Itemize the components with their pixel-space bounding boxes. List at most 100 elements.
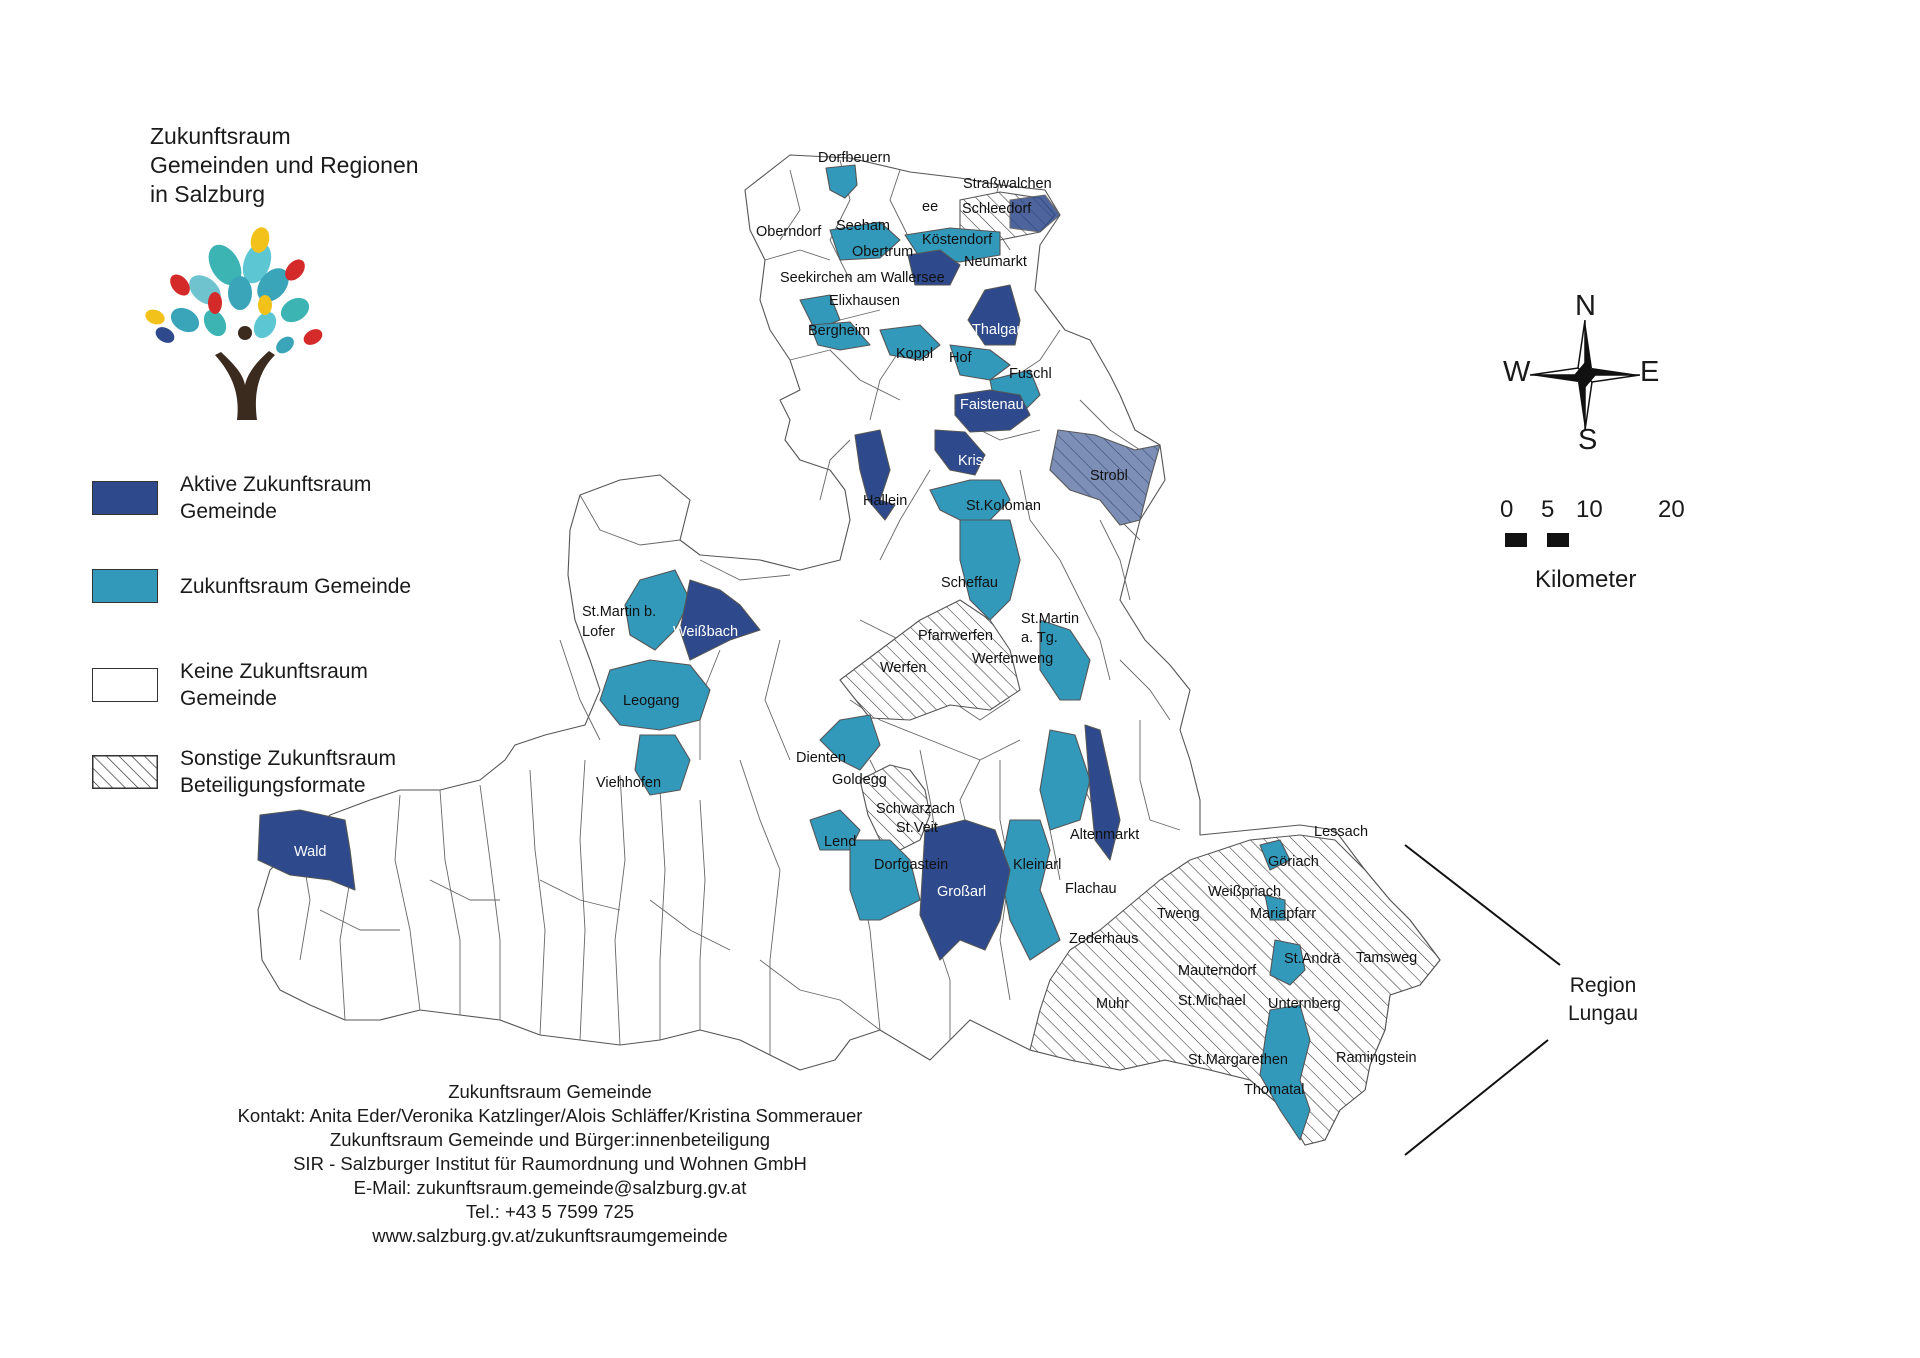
label-hof: Hof (949, 350, 973, 366)
label-thomatal: Thomatal (1244, 1082, 1304, 1098)
title-line-2: Gemeinden und Regionen (150, 152, 419, 178)
region-lungau-label: Region Lungau (1563, 972, 1643, 1028)
label-neumarkt: Neumarkt (964, 254, 1027, 270)
title-line-3: in Salzburg (150, 181, 266, 207)
label-schwarzach: Schwarzach (876, 801, 955, 817)
region-lungau-hatched (1029, 834, 1441, 1146)
contact-phone: Tel.: +43 5 7599 725 (465, 1201, 635, 1222)
label-seeham: Seeham (836, 218, 890, 234)
label-faistenau: Faistenau (960, 397, 1024, 413)
label-fuschl: Fuschl (1009, 366, 1052, 382)
label-dorfgastein: Dorfgastein (874, 857, 948, 873)
compass-east: E (1640, 356, 1660, 388)
member-municipalities (599, 164, 1311, 1141)
label-werfenweng: Werfenweng (972, 651, 1053, 667)
label-seekirchen: Seekirchen am Wallersee (780, 270, 945, 286)
label-scheffau: Scheffau (941, 575, 998, 591)
label-koestendorf: Köstendorf (922, 232, 993, 248)
region-lungau-line: Lungau (1567, 1002, 1639, 1025)
label-zederhaus: Zederhaus (1069, 931, 1138, 947)
contact-email: E-Mail: zukunftsraum.gemeinde@salzburg.g… (353, 1177, 747, 1198)
contact-line-1: Zukunftsraum Gemeinde (448, 1081, 652, 1102)
legend-label-line: Gemeinde (180, 687, 277, 710)
label-stmargarethen: St.Margarethen (1188, 1052, 1288, 1068)
label-stmartinlofer-1: St.Martin b. (582, 604, 656, 620)
label-tamsweg: Tamsweg (1356, 950, 1417, 966)
label-grossarl: Großarl (937, 884, 986, 900)
label-strasswalchen: Straßwalchen (963, 176, 1052, 192)
legend-swatch-active (92, 481, 158, 515)
label-stmartintg-2: a. Tg. (1021, 630, 1058, 646)
municipality-labels: Dorfbeuern Straßwalchen Schleedorf Obern… (294, 150, 1417, 1098)
region-lungau-bracket (1404, 844, 1561, 1156)
legend-label-line: Keine Zukunftsraum (180, 660, 368, 683)
legend-label-line: Gemeinde (180, 500, 277, 523)
label-oberndorf: Oberndorf (756, 224, 822, 240)
label-goldegg: Goldegg (832, 772, 887, 788)
compass-west: W (1503, 356, 1531, 388)
legend-label-none: Keine Zukunftsraum Gemeinde (180, 658, 368, 712)
label-hallein: Hallein (863, 493, 907, 509)
legend-item-active: Aktive Zukunftsraum Gemeinde (92, 471, 371, 525)
legend-label-line: Aktive Zukunftsraum (180, 473, 372, 496)
label-dorfbeuern: Dorfbeuern (818, 150, 891, 166)
label-viehhofen: Viehhofen (596, 775, 661, 791)
label-flachau: Flachau (1065, 881, 1117, 897)
label-pfarrwerfen: Pfarrwerfen (918, 628, 993, 644)
region-lungau-line: Region (1569, 974, 1637, 997)
legend-label-line: Sonstige Zukunftsraum (180, 747, 396, 770)
scale-tick-20: 20 (1658, 496, 1685, 523)
label-tweng: Tweng (1157, 906, 1200, 922)
contact-line-4: SIR - Salzburger Institut für Raumordnun… (293, 1153, 807, 1174)
label-werfen: Werfen (880, 660, 926, 676)
label-schleedorf: Schleedorf (962, 201, 1032, 217)
label-obertrum: Obertrum (852, 244, 913, 260)
tree-of-hands-logo (145, 227, 323, 420)
label-elixhausen: Elixhausen (829, 293, 900, 309)
label-altenmarkt: Altenmarkt (1070, 827, 1139, 843)
label-weisspriach: Weißpriach (1208, 884, 1281, 900)
compass-rose-icon (1530, 320, 1640, 430)
label-lessach: Lessach (1314, 824, 1368, 840)
label-ramingstein: Ramingstein (1336, 1050, 1417, 1066)
label-stveit: St.Veit (896, 820, 938, 836)
strobl-hatch-overlay (1049, 429, 1161, 526)
label-muhr: Muhr (1096, 996, 1129, 1012)
label-strobl: Strobl (1090, 468, 1128, 484)
label-mauterndorf: Mauterndorf (1178, 963, 1257, 979)
label-thalgau: Thalgau (972, 322, 1024, 338)
legend-label-line: Beteiligungsformate (180, 774, 366, 797)
contact-line-3: Zukunftsraum Gemeinde und Bürger:innenbe… (329, 1129, 771, 1150)
label-mariapfarr: Mariapfarr (1250, 906, 1316, 922)
legend-item-member: Zukunftsraum Gemeinde (92, 569, 411, 603)
scale-tick-0: 0 (1500, 496, 1514, 523)
scale-bar (1505, 533, 1569, 547)
title-line-1: Zukunftsraum (150, 123, 291, 149)
label-dienten: Dienten (796, 750, 846, 766)
contact-line-2: Kontakt: Anita Eder/Veronika Katzlinger/… (237, 1105, 863, 1126)
legend-label-other: Sonstige Zukunftsraum Beteiligungsformat… (180, 745, 396, 799)
compass-south: S (1578, 424, 1598, 456)
legend-item-other: Sonstige Zukunftsraum Beteiligungsformat… (92, 745, 396, 799)
label-lend: Lend (824, 834, 856, 850)
label-stmartintg-1: St.Martin (1021, 611, 1079, 627)
legend-swatch-hatched (92, 755, 158, 789)
label-stkoloman: St.Koloman (966, 498, 1041, 514)
map-title: Zukunftsraum Gemeinden und Regionen in S… (150, 122, 419, 209)
legend-label-line: Zukunftsraum Gemeinde (180, 574, 412, 598)
legend-swatch-none (92, 668, 158, 702)
label-wald: Wald (294, 844, 327, 860)
label-standrae: St.Andrä (1284, 951, 1341, 967)
legend-label-member: Zukunftsraum Gemeinde (180, 573, 411, 600)
scale-unit: Kilometer (1535, 566, 1637, 593)
tree-trunk (215, 326, 275, 420)
scale-tick-5: 5 (1541, 496, 1555, 523)
werfen-hatched (839, 599, 1021, 721)
scale-tick-10: 10 (1576, 496, 1603, 523)
label-unternberg: Unternberg (1268, 996, 1341, 1012)
active-municipalities (257, 194, 1161, 961)
label-stmichael: St.Michael (1178, 993, 1246, 1009)
schwarzach-hatched (859, 764, 931, 851)
legend-label-active: Aktive Zukunftsraum Gemeinde (180, 471, 371, 525)
